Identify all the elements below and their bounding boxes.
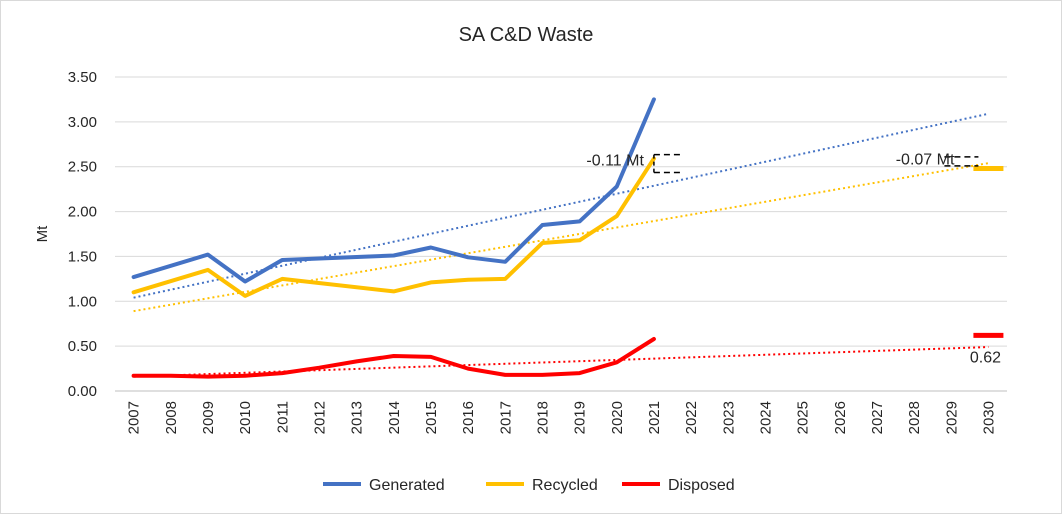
y-tick-label: 2.50 (68, 159, 97, 176)
x-tick-labels: 2007 2008 2009 2010 2011 2012 2013 2014 2015 2016… (126, 401, 998, 434)
x-tick-label: 2010 (237, 401, 254, 434)
x-tick-label: 2022 (683, 401, 700, 434)
x-tick-label: 2025 (795, 401, 812, 434)
x-tick-label: 2017 (497, 401, 514, 434)
x-tick-label: 2020 (609, 401, 626, 434)
y-tick-label: 0.00 (68, 383, 97, 400)
x-tick-label: 2012 (311, 401, 328, 434)
chart-title: SA C&D Waste (459, 24, 594, 46)
disposed-target-label: 0.62 (970, 349, 1001, 366)
x-tick-label: 2024 (757, 401, 774, 434)
y-tick-labels: 0.00 0.50 1.00 1.50 2.00 2.50 3.00 3.50 (68, 69, 97, 400)
recycled-series-line (131, 156, 656, 298)
legend-label-disposed: Disposed (668, 477, 735, 494)
y-tick-label: 3.50 (68, 69, 97, 86)
disposed-series-line (131, 337, 656, 379)
x-tick-label: 2008 (163, 401, 180, 434)
generated-trendline (133, 112, 989, 299)
y-tick-label: 2.00 (68, 204, 97, 221)
x-tick-label: 2030 (980, 401, 997, 434)
gridlines (115, 76, 1007, 392)
y-tick-label: 3.00 (68, 114, 97, 131)
legend: Generated Recycled Disposed (323, 477, 735, 494)
x-tick-label: 2021 (646, 401, 663, 434)
x-tick-label: 2015 (423, 401, 440, 434)
generated-series-line (131, 97, 656, 284)
y-tick-label: 1.50 (68, 248, 97, 265)
x-tick-label: 2028 (906, 401, 923, 434)
x-tick-label: 2019 (572, 401, 589, 434)
x-tick-label: 2027 (869, 401, 886, 434)
annotations: -0.11 Mt -0.07 Mt 0.62 (586, 152, 1001, 367)
x-tick-label: 2023 (720, 401, 737, 434)
x-tick-label: 2026 (832, 401, 849, 434)
x-tick-label: 2011 (274, 401, 291, 433)
x-tick-label: 2013 (349, 401, 366, 434)
y-tick-label: 1.00 (68, 293, 97, 310)
x-tick-label: 2007 (126, 401, 143, 434)
legend-label-recycled: Recycled (532, 477, 598, 494)
legend-label-generated: Generated (369, 477, 445, 494)
x-tick-label: 2014 (386, 401, 403, 434)
x-tick-label: 2018 (534, 401, 551, 434)
series-lines (131, 97, 656, 379)
trendlines (133, 112, 989, 378)
target-markers (973, 166, 1004, 338)
y-axis-label: Mt (34, 225, 51, 242)
x-tick-label: 2009 (200, 401, 217, 434)
x-tick-label: 2016 (460, 401, 477, 434)
y-tick-label: 0.50 (68, 338, 97, 355)
gap-annotation-2030: -0.07 Mt (896, 152, 955, 169)
x-tick-label: 2029 (943, 401, 960, 434)
gap-annotation-2021: -0.11 Mt (586, 153, 644, 170)
